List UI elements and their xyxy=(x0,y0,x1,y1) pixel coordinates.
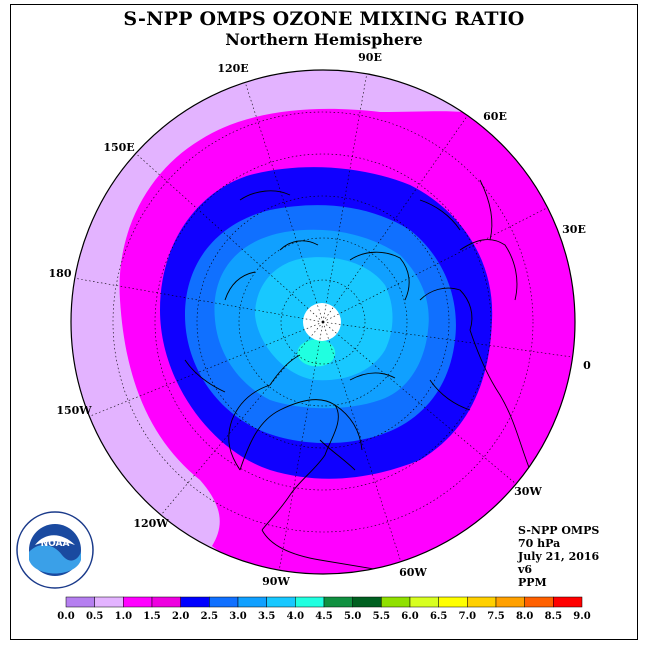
latitude-grid xyxy=(112,111,534,533)
info-instrument: S-NPP OMPS xyxy=(518,524,600,537)
longitude-labels: 90E 60E 30E 0 30W 60W 90W 120W 150W 180 … xyxy=(49,51,592,588)
colorbar-swatch xyxy=(323,596,353,608)
colorbar-tick-label: 4.5 xyxy=(315,611,332,622)
colorbar-swatch xyxy=(495,596,525,608)
lon-label-60e: 60E xyxy=(483,110,507,123)
colorbar-swatch xyxy=(295,596,325,608)
colorbar-swatch xyxy=(524,596,554,608)
info-units: PPM xyxy=(518,576,547,589)
colorbar-tick-label: 2.5 xyxy=(201,611,218,622)
colorbar-swatch xyxy=(180,596,210,608)
info-pressure: 70 hPa xyxy=(518,537,561,550)
colorbar-swatch xyxy=(266,596,296,608)
lon-label-90e: 90E xyxy=(358,51,382,64)
colorbar-tick-label: 4.0 xyxy=(287,611,304,622)
colorbar-tick-label: 8.5 xyxy=(545,611,562,622)
colorbar-tick-label: 6.0 xyxy=(401,611,418,622)
lon-label-150w: 150W xyxy=(56,404,92,417)
info-date: July 21, 2016 xyxy=(518,550,600,563)
colorbar-swatch xyxy=(409,596,439,608)
map-title: S-NPP OMPS OZONE MIXING RATIO xyxy=(123,8,525,30)
colorbar-tick-label: 1.0 xyxy=(115,611,132,622)
colorbar-tick-label: 3.5 xyxy=(258,611,275,622)
lon-label-150e: 150E xyxy=(103,141,134,154)
lon-label-120e: 120E xyxy=(217,62,248,75)
lon-label-120w: 120W xyxy=(133,517,169,530)
colorbar-tick-label: 8.0 xyxy=(516,611,533,622)
colorbar-swatch xyxy=(467,596,497,608)
colorbar-swatch xyxy=(94,596,124,608)
lon-label-90w: 90W xyxy=(262,575,290,588)
lon-label-0: 0 xyxy=(583,359,591,372)
figure-frame xyxy=(10,4,638,640)
noaa-logo: NOAA xyxy=(16,511,94,589)
map-subtitle: Northern Hemisphere xyxy=(225,30,423,49)
colorbar-swatch xyxy=(123,596,153,608)
colorbar-tick-label: 7.5 xyxy=(487,611,504,622)
colorbar-swatch xyxy=(65,596,95,608)
lon-label-180: 180 xyxy=(49,267,72,280)
colorbar-swatch xyxy=(209,596,239,608)
colorbar-tick-label: 9.0 xyxy=(573,611,590,622)
lon-label-30e: 30E xyxy=(562,223,586,236)
lon-label-30w: 30W xyxy=(514,485,542,498)
colorbar-tick-label: 0.5 xyxy=(86,611,103,622)
colorbar-tick-label: 6.5 xyxy=(430,611,447,622)
colorbar-swatch xyxy=(381,596,411,608)
info-version: v6 xyxy=(518,563,533,576)
contour-band-3.5-4.0 xyxy=(297,339,336,367)
colorbar: 0.0 0.5 1.0 1.5 2.0 2.5 3.0 3.5 4.0 4.5 5.0 5.5 6.0 6… xyxy=(57,596,591,622)
lon-label-60w: 60W xyxy=(399,566,427,579)
colorbar-swatch xyxy=(151,596,181,608)
coastlines xyxy=(184,179,531,574)
colorbar-swatch xyxy=(553,596,583,608)
colorbar-swatch xyxy=(438,596,468,608)
colorbar-tick-label: 3.0 xyxy=(229,611,246,622)
colorbar-tick-label: 5.5 xyxy=(373,611,390,622)
colorbar-tick-label: 7.0 xyxy=(459,611,476,622)
colorbar-tick-label: 1.5 xyxy=(143,611,160,622)
colorbar-swatch xyxy=(237,596,267,608)
colorbar-tick-label: 5.0 xyxy=(344,611,361,622)
globe-outline xyxy=(70,69,576,575)
colorbar-tick-label: 2.0 xyxy=(172,611,189,622)
colorbar-swatch xyxy=(352,596,382,608)
noaa-logo-text: NOAA xyxy=(41,539,70,549)
colorbar-tick-label: 0.0 xyxy=(57,611,74,622)
